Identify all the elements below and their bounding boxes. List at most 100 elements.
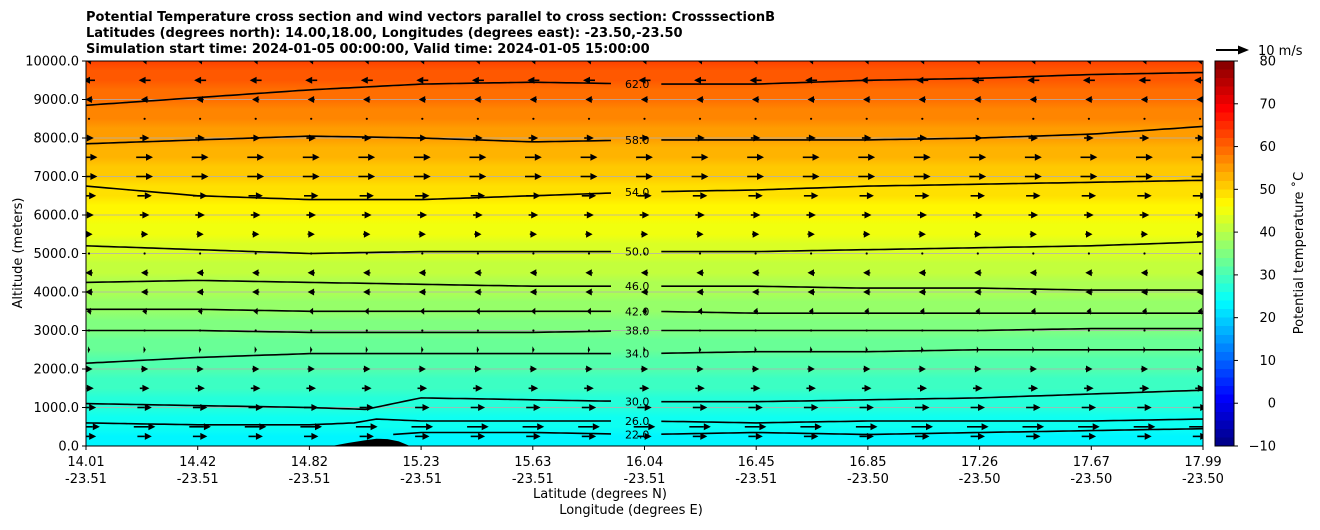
- wind-vector: [639, 211, 650, 219]
- wind-vector: [475, 61, 481, 65]
- wind-vector: [976, 252, 979, 255]
- wind-vector-head: [144, 432, 152, 440]
- wind-vector-head: [975, 134, 983, 142]
- wind-vector-head: [976, 346, 979, 354]
- wind-vector-head: [811, 404, 819, 411]
- colorbar-tick-label: 40: [1259, 226, 1276, 241]
- wind-vector-head: [1142, 211, 1150, 219]
- wind-vector: [860, 76, 873, 84]
- wind-vector: [581, 404, 597, 411]
- colorbar-tick-label: 70: [1259, 97, 1276, 112]
- wind-vector-head: [201, 153, 209, 161]
- wind-vector-head: [475, 211, 483, 219]
- wind-vector: [196, 365, 204, 373]
- x-tick-label-latitude: 17.67: [1073, 455, 1110, 470]
- wind-vector: [365, 329, 368, 332]
- wind-vector: [307, 365, 315, 373]
- wind-vector-head: [474, 288, 481, 296]
- wind-vector-head: [589, 192, 597, 200]
- wind-vector: [640, 96, 649, 103]
- wind-vector: [752, 269, 760, 277]
- wind-vector: [640, 230, 649, 238]
- wind-vector-head: [252, 288, 259, 296]
- wind-vector-head: [919, 230, 926, 238]
- wind-vector: [976, 346, 979, 354]
- wind-vector-head: [89, 404, 97, 411]
- wind-vector-head: [421, 346, 424, 354]
- wind-vector: [252, 288, 260, 296]
- wind-vector: [976, 117, 979, 120]
- wind-vector: [469, 173, 487, 180]
- wind-vector-head: [585, 269, 592, 277]
- wind-vector: [1086, 307, 1092, 315]
- wind-vector: [921, 117, 924, 120]
- wind-vector-head: [701, 173, 709, 180]
- wind-vector: [197, 61, 203, 65]
- x-tick-label-latitude: 14.82: [291, 455, 328, 470]
- wind-vector-head: [703, 423, 711, 431]
- wind-vector: [973, 211, 983, 219]
- wind-vector-head: [1197, 230, 1203, 238]
- wind-vector: [1140, 288, 1148, 296]
- wind-vector: [310, 329, 313, 332]
- wind-vector: [359, 192, 374, 200]
- wind-vector: [310, 346, 313, 354]
- wind-vector: [752, 230, 760, 238]
- wind-vector-head: [864, 61, 869, 65]
- wind-vector-head: [253, 61, 258, 65]
- wind-vector-head: [589, 404, 597, 411]
- wind-vector: [583, 76, 595, 84]
- wind-vector: [1022, 423, 1045, 431]
- wind-vector-head: [864, 211, 872, 219]
- wind-vector-head: [642, 384, 650, 392]
- wind-vector-head: [701, 153, 709, 161]
- wind-vector-head: [697, 211, 705, 219]
- wind-vector: [417, 134, 428, 142]
- wind-vector: [86, 76, 95, 84]
- colorbar-tick-label: 10: [1259, 354, 1276, 369]
- wind-vector-head: [253, 211, 261, 219]
- wind-vector-head: [1029, 288, 1037, 296]
- wind-vector-head: [308, 230, 315, 238]
- wind-vector-head: [307, 269, 315, 277]
- x-tick-label-latitude: 15.23: [402, 455, 439, 470]
- wind-vector-head: [916, 76, 924, 84]
- wind-vector-head: [981, 423, 989, 431]
- wind-vector: [361, 384, 372, 392]
- x-tick-label-longitude: -23.51: [624, 472, 666, 487]
- wind-vector-head: [1145, 153, 1153, 161]
- wind-vector-head: [1141, 365, 1148, 373]
- wind-vector: [194, 76, 207, 84]
- wind-vector: [86, 192, 97, 200]
- wind-vector-head: [700, 192, 708, 200]
- wind-vector: [1087, 346, 1091, 354]
- wind-vector-head: [1086, 365, 1093, 373]
- contour-line: [86, 135, 612, 145]
- wind-vector: [918, 288, 926, 296]
- wind-vector: [861, 384, 872, 392]
- wind-vector-head: [1140, 288, 1148, 296]
- wind-vector-head: [1090, 173, 1098, 180]
- wind-vector-head: [88, 346, 91, 354]
- wind-vector-head: [86, 230, 93, 238]
- wind-vector: [1140, 230, 1148, 238]
- y-tick-label: 7000.0: [34, 170, 80, 185]
- wind-vector-head: [918, 96, 926, 103]
- wind-vector-head: [586, 365, 593, 373]
- wind-vector: [585, 269, 593, 277]
- wind-vector: [192, 432, 208, 440]
- wind-vector-head: [863, 230, 871, 238]
- wind-vector-head: [531, 134, 539, 142]
- colorbar-ramp: [1214, 60, 1235, 447]
- wind-vector: [636, 153, 653, 161]
- wind-vector: [919, 307, 925, 315]
- wind-vector-head: [309, 211, 316, 219]
- wind-vector-head: [1196, 269, 1203, 277]
- y-tick-label: 6000.0: [34, 209, 80, 224]
- wind-vector-head: [531, 384, 539, 392]
- wind-vector: [199, 117, 202, 120]
- x-tick-label-latitude: 14.42: [179, 455, 216, 470]
- wind-vector: [865, 252, 868, 255]
- wind-vector-head: [252, 365, 260, 373]
- wind-vector-head: [366, 432, 374, 440]
